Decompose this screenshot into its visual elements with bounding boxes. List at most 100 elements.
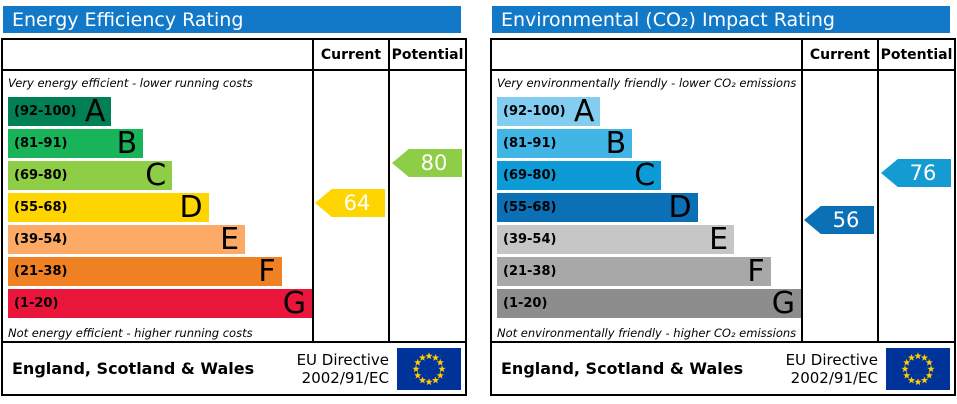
- band-letter: G: [771, 286, 795, 321]
- band-letter: A: [573, 94, 595, 129]
- band-letter: C: [634, 158, 656, 193]
- band-range-label: (1-20): [14, 296, 59, 311]
- eu-star: [436, 358, 444, 366]
- rating-table: Current Potential Very environmentally f…: [492, 40, 954, 341]
- band-range-label: (39-54): [14, 232, 68, 247]
- eu-directive-label: EU Directive 2002/91/EC: [297, 351, 389, 387]
- band-letter: E: [220, 222, 240, 257]
- band-e: (39-54) E: [8, 222, 246, 257]
- band-range-label: (69-80): [503, 168, 557, 183]
- eu-star: [414, 358, 422, 366]
- potential-rating-arrow: 76: [881, 159, 951, 187]
- rating-table: Current Potential Very energy efficient …: [3, 40, 465, 341]
- band-letter: A: [84, 94, 106, 129]
- eu-directive-line1: EU Directive: [785, 350, 878, 369]
- eu-star: [914, 377, 922, 385]
- eu-star: [431, 375, 440, 383]
- band-c: (69-80) C: [8, 158, 173, 193]
- eu-star: [425, 377, 433, 385]
- potential-column-header: Potential: [877, 40, 954, 71]
- band-range-label: (55-68): [14, 200, 68, 215]
- top-note: Very environmentally friendly - lower CO…: [497, 76, 797, 90]
- band-list: (92-100) A (81-91) B (69-80) C (55-68) D (39-54)…: [497, 94, 801, 321]
- eu-star: [907, 375, 916, 383]
- eu-star: [925, 358, 933, 366]
- eu-star: [414, 371, 422, 379]
- top-note: Very energy efficient - lower running co…: [8, 76, 253, 90]
- current-rating-value: 64: [343, 191, 371, 215]
- region-label: England, Scotland & Wales: [12, 359, 255, 378]
- eu-star: [927, 364, 935, 372]
- chart-frame: Current Potential Very energy efficient …: [1, 38, 467, 396]
- band-range-label: (1-20): [503, 296, 548, 311]
- current-value-cell: 64: [312, 71, 388, 341]
- band-letter: F: [747, 254, 765, 289]
- energy-efficiency-rating-chart: Energy Efficiency Rating Current Potenti…: [1, 6, 467, 396]
- potential-value-cell: 76: [877, 71, 954, 341]
- band-range-label: (81-91): [503, 136, 557, 151]
- bottom-note: Not environmentally friendly - higher CO…: [497, 326, 797, 340]
- current-value-cell: 56: [801, 71, 877, 341]
- band-range-label: (55-68): [503, 200, 557, 215]
- eu-star: [903, 371, 911, 379]
- eu-star: [903, 358, 911, 366]
- band-d: (55-68) D: [8, 190, 209, 225]
- eu-star: [438, 364, 446, 372]
- band-a: (92-100) A: [8, 94, 112, 129]
- eu-star: [436, 371, 444, 379]
- bands-area: Very energy efficient - lower running co…: [3, 71, 312, 341]
- band-f: (21-38) F: [8, 254, 282, 289]
- eu-directive-label: EU Directive 2002/91/EC: [786, 351, 878, 387]
- band-d: (55-68) D: [497, 190, 698, 225]
- current-column-header: Current: [312, 40, 388, 71]
- band-g: (1-20) G: [497, 286, 801, 321]
- eu-star: [920, 375, 929, 383]
- eu-star: [431, 353, 440, 361]
- eu-star: [920, 353, 929, 361]
- band-c: (69-80) C: [497, 158, 662, 193]
- eu-star: [907, 353, 916, 361]
- band-letter: G: [282, 286, 306, 321]
- corner-cell: [492, 40, 801, 71]
- eu-star: [418, 375, 427, 383]
- band-range-label: (81-91): [14, 136, 68, 151]
- bands-area: Very environmentally friendly - lower CO…: [492, 71, 801, 341]
- chart-footer: England, Scotland & Wales EU Directive 2…: [3, 341, 465, 394]
- corner-cell: [3, 40, 312, 71]
- band-f: (21-38) F: [497, 254, 771, 289]
- band-range-label: (92-100): [14, 104, 77, 119]
- potential-value-cell: 80: [388, 71, 465, 341]
- chart-title: Environmental (CO₂) Impact Rating: [492, 6, 950, 33]
- eu-star: [914, 351, 922, 359]
- chart-frame: Current Potential Very environmentally f…: [490, 38, 956, 396]
- eu-star: [412, 364, 420, 372]
- band-range-label: (69-80): [14, 168, 68, 183]
- eu-star: [925, 371, 933, 379]
- band-letter: C: [145, 158, 167, 193]
- eu-star: [418, 353, 427, 361]
- band-b: (81-91) B: [8, 129, 144, 159]
- potential-rating-value: 80: [420, 151, 448, 175]
- band-e: (39-54) E: [497, 222, 735, 257]
- eu-star: [425, 351, 433, 359]
- chart-title: Energy Efficiency Rating: [3, 6, 461, 33]
- band-range-label: (21-38): [503, 264, 557, 279]
- potential-column-header: Potential: [388, 40, 465, 71]
- eu-flag-icon: [886, 347, 950, 390]
- region-label: England, Scotland & Wales: [501, 359, 744, 378]
- band-letter: E: [709, 222, 729, 257]
- eu-directive-line2: 2002/91/EC: [301, 368, 389, 387]
- current-rating-value: 56: [832, 208, 860, 232]
- potential-rating-value: 76: [909, 161, 937, 185]
- current-column-header: Current: [801, 40, 877, 71]
- band-list: (92-100) A (81-91) B (69-80) C (55-68) D (39-54)…: [8, 94, 312, 321]
- eu-flag-icon: [397, 347, 461, 390]
- band-range-label: (21-38): [14, 264, 68, 279]
- band-letter: D: [668, 190, 692, 225]
- band-range-label: (39-54): [503, 232, 557, 247]
- potential-rating-arrow: 80: [392, 149, 462, 177]
- band-letter: D: [179, 190, 203, 225]
- band-letter: B: [605, 126, 627, 161]
- band-letter: F: [258, 254, 276, 289]
